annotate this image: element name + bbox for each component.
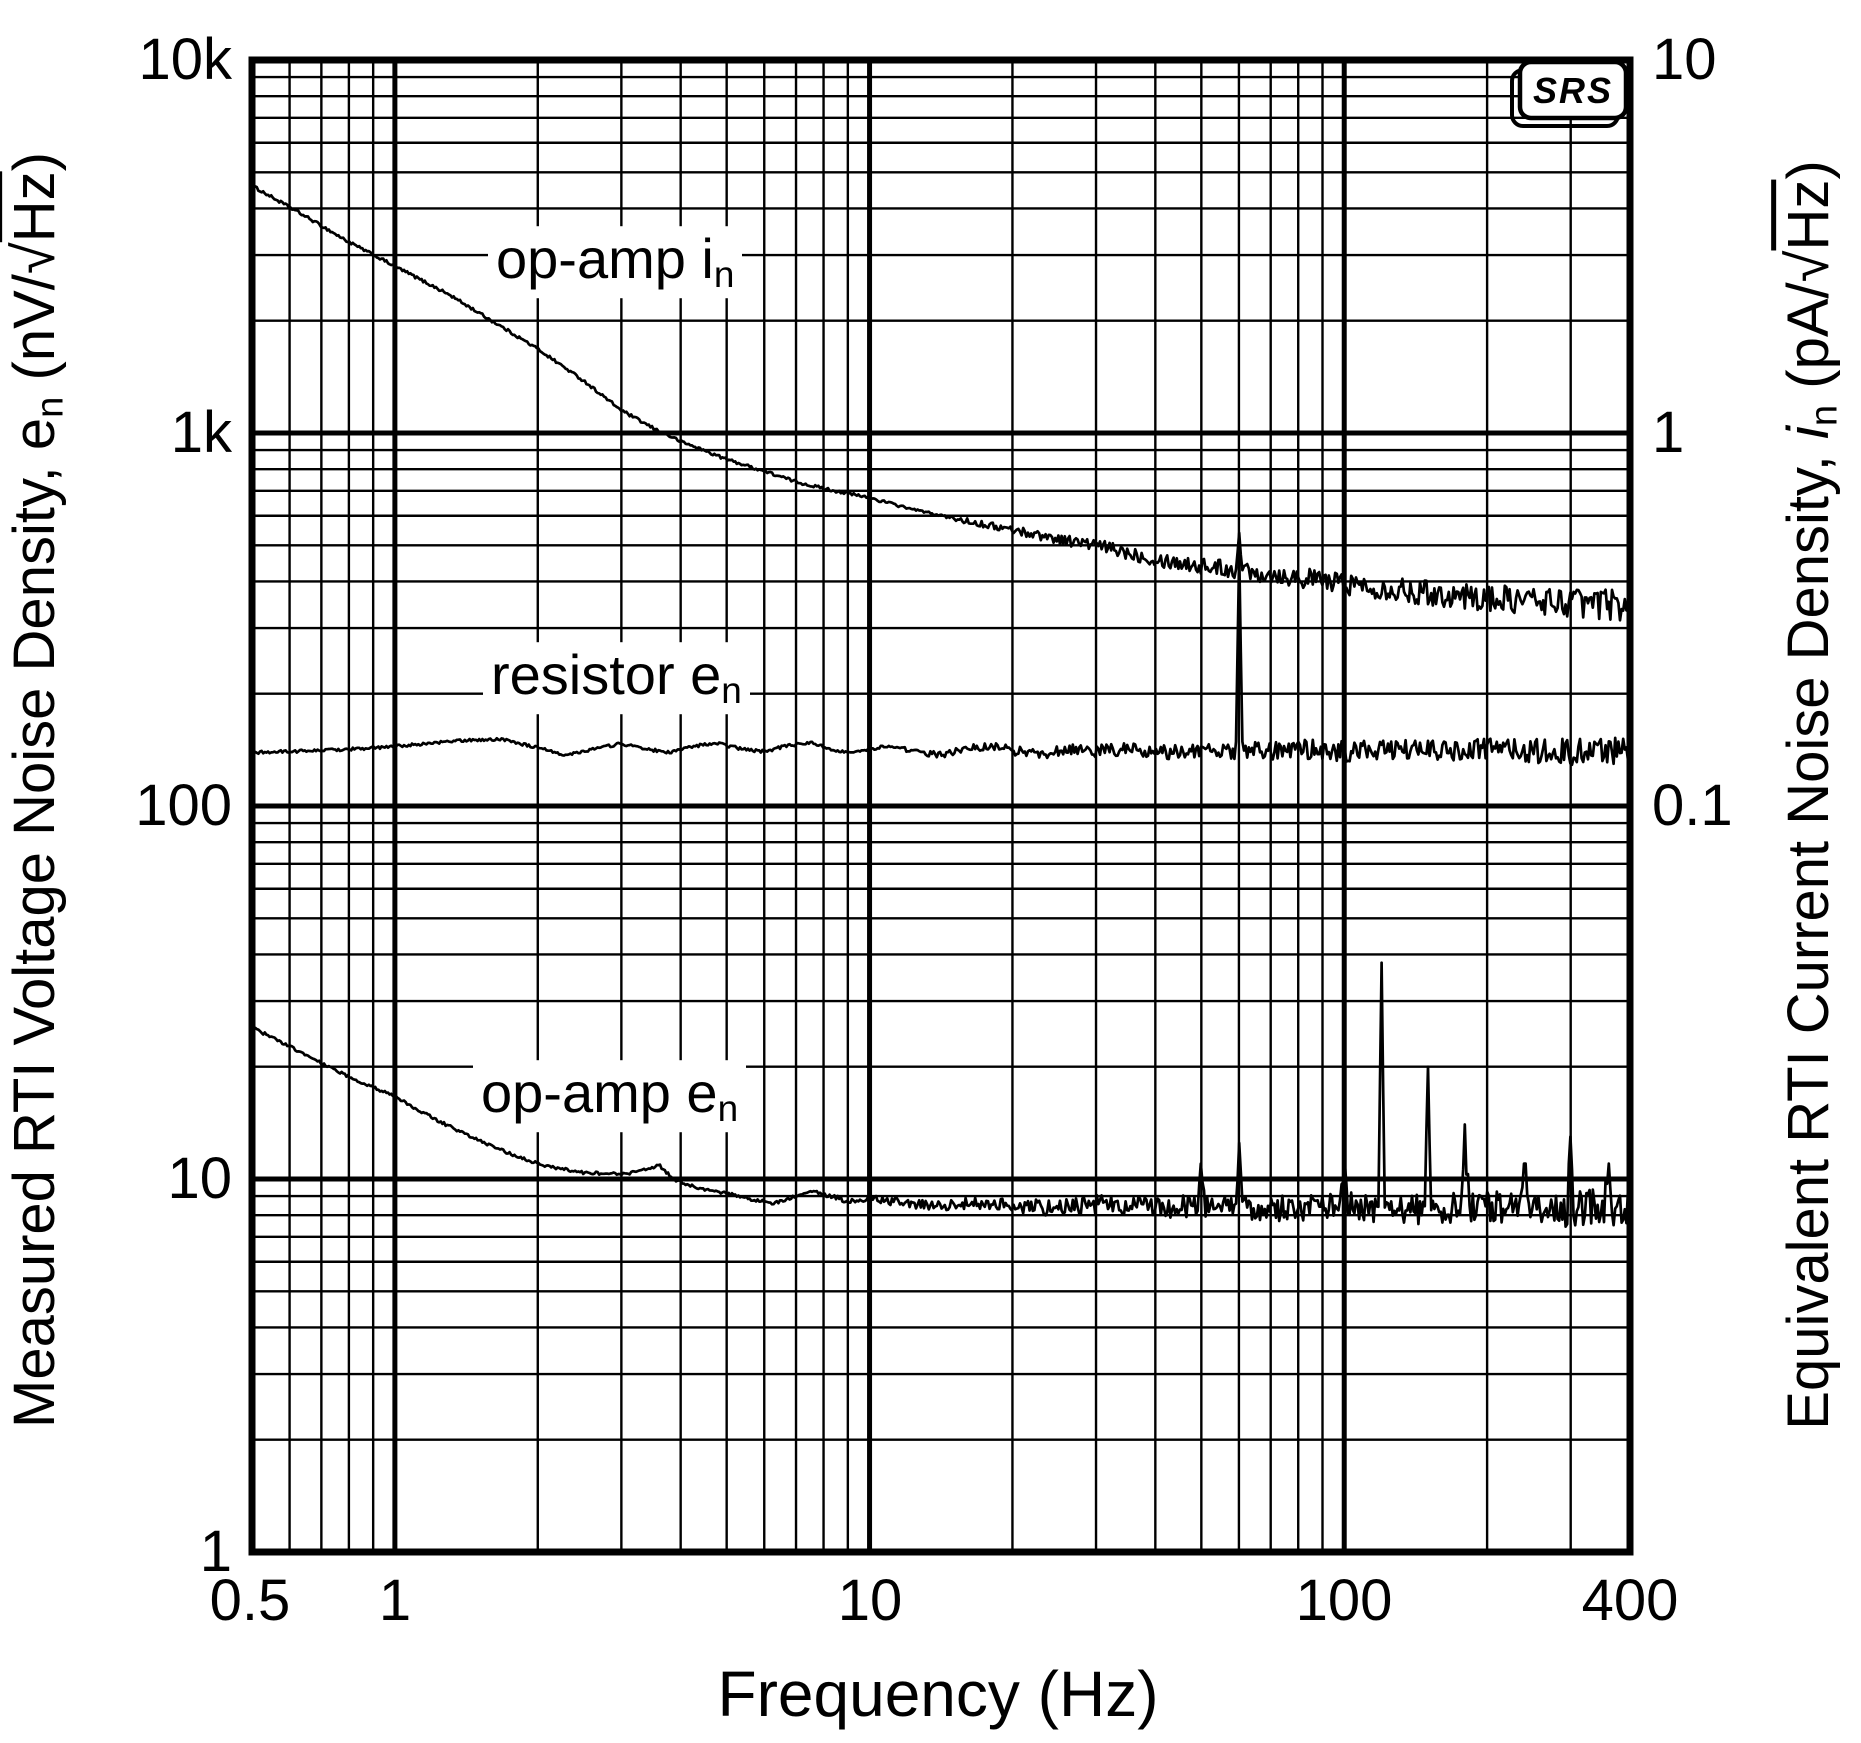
ytick-right-1: 1	[1652, 400, 1685, 465]
xtick-400: 400	[1581, 1568, 1679, 1633]
left-axis-title-unit: Hz	[2, 171, 68, 243]
ytick-right-0p1: 0.1	[1652, 773, 1733, 838]
left-axis-title-unit-open: (nV/	[2, 274, 68, 397]
curve-op-amp-en	[252, 961, 1630, 1229]
data-curves	[252, 184, 1630, 1229]
sqrt-symbol: √	[2, 242, 68, 275]
right-axis-title-unit-open: (pA/	[1776, 282, 1842, 405]
srs-logo-text: SRS	[1533, 70, 1613, 111]
label-resistor-en: resistor en	[483, 642, 750, 714]
right-axis-title-close: )	[1776, 160, 1842, 180]
x-axis-title: Frequency (Hz)	[717, 1658, 1159, 1730]
plot-border	[248, 56, 1634, 1556]
ytick-right-10: 10	[1652, 27, 1717, 92]
right-axis-title-text: Equivalent RTI Current Noise Density,	[1776, 439, 1842, 1430]
ytick-left-1k: 1k	[170, 400, 232, 465]
label-op-amp-in-sub: n	[713, 254, 735, 296]
label-op-amp-en-text: op-amp e	[481, 1061, 718, 1125]
ytick-left-1: 1	[199, 1519, 232, 1584]
left-axis-title-text: Measured RTI Voltage Noise Density, e	[2, 417, 68, 1428]
right-axis-title-unit: Hz	[1776, 179, 1842, 251]
right-axis-title: Equivalent RTI Current Noise Density, in…	[1776, 160, 1846, 1429]
ytick-left-10k: 10k	[138, 27, 232, 92]
label-op-amp-in-text: op-amp i	[496, 227, 714, 291]
label-op-amp-en: op-amp en	[473, 1060, 747, 1132]
grid-major-lines	[252, 60, 1630, 1552]
left-axis-title-close: )	[2, 152, 68, 172]
srs-logo-box	[1517, 59, 1629, 121]
label-resistor-en-text: resistor e	[491, 643, 722, 707]
right-axis-title-sub: n	[1802, 404, 1846, 427]
curve-op-amp-in	[252, 184, 1630, 622]
label-op-amp-in: op-amp in	[488, 226, 743, 298]
srs-logo: SRS	[1510, 59, 1629, 128]
ytick-left-100: 100	[135, 773, 232, 838]
xtick-10: 10	[837, 1568, 903, 1633]
curve-resistor-en	[252, 550, 1630, 767]
left-axis-title: Measured RTI Voltage Noise Density, en (…	[2, 152, 72, 1428]
ytick-left-10: 10	[167, 1146, 232, 1211]
xtick-100: 100	[1295, 1568, 1393, 1633]
label-resistor-en-sub: n	[721, 670, 742, 712]
sqrt-symbol: √	[1776, 250, 1842, 283]
xtick-1: 1	[378, 1568, 412, 1633]
right-axis-title-italic: i	[1776, 426, 1842, 440]
left-axis-title-sub: n	[28, 396, 72, 418]
xtick-0p5: 0.5	[209, 1568, 291, 1633]
label-op-amp-en-sub: n	[717, 1088, 739, 1130]
